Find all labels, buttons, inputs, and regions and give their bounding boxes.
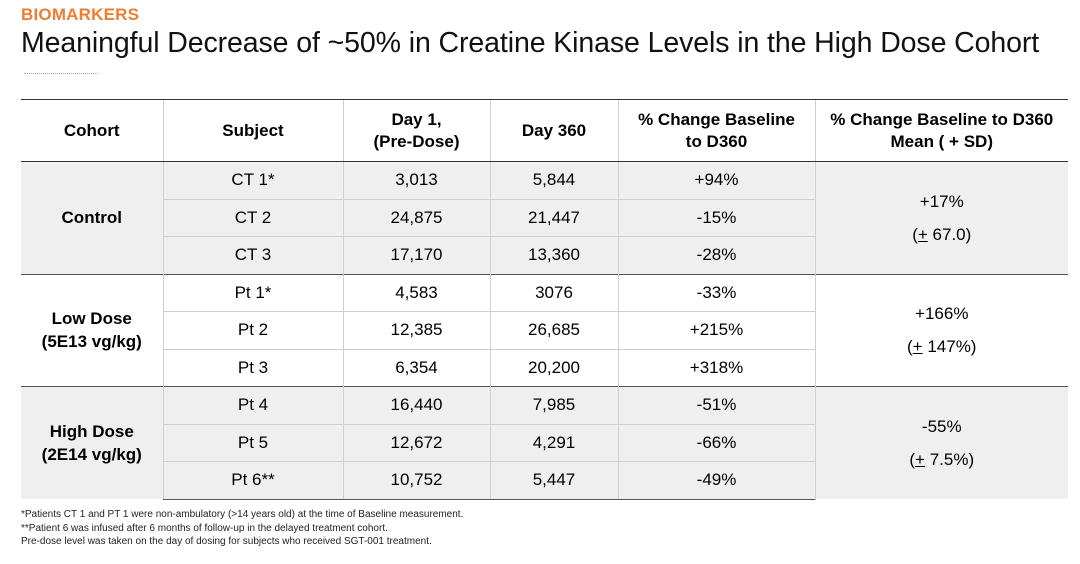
column-header-day1: Day 1, (Pre-Dose) [342,99,490,162]
day360-cell: 26,685 [489,311,618,349]
divider [24,73,98,74]
mean-change-cell: +17% (+ 67.0) [814,161,1069,274]
sd-value: 7.5%) [924,450,975,469]
section-kicker: BIOMARKERS [21,5,140,24]
sd-plus-minus-sign: + [912,337,923,357]
table-body: Control CT 1* 3,013 5,844 +94% +17% (+ 67.0) CT… [21,161,1068,500]
day1-cell: 6,354 [342,348,490,387]
table-row: Control CT 1* 3,013 5,844 +94% +17% (+ 67.0) [21,161,1068,274]
subject-cell: CT 3 [162,236,343,274]
percent-change-cell: -51% [617,386,815,424]
percent-change-cell: -66% [617,423,815,462]
sd-open-paren: ( [909,450,916,469]
footnote-pre-dose: Pre-dose level was taken on the day of d… [21,536,432,547]
table-row: CT 2 24,875 21,447 -15% [21,198,1068,237]
column-header-subject: Subject [162,99,343,162]
cohort-cell-control: Control [21,161,163,274]
percent-change-cell: -49% [617,461,815,500]
day360-cell: 13,360 [489,236,618,274]
sd-open-paren: ( [907,337,913,357]
percent-change-cell: +94% [617,161,815,199]
percent-change-cell: -28% [617,236,815,274]
day360-cell: 7,985 [489,386,618,424]
footnote-non-ambulatory: *Patients CT 1 and PT 1 were non-ambulat… [21,509,464,520]
mean-value: -55% [921,417,962,436]
subject-cell: Pt 6** [162,461,343,500]
subject-cell: Pt 3 [162,348,343,387]
cohort-cell-high-dose: High Dose (2E14 vg/kg) [21,386,163,499]
table-row: Pt 5 12,672 4,291 -66% [21,423,1068,462]
percent-change-cell: +215% [617,311,815,349]
standard-deviation: (+ 7.5%) [816,443,1069,476]
column-header-mean-change: % Change Baseline to D360 Mean ( + SD) [814,99,1068,162]
day1-cell: 17,170 [342,236,490,274]
day360-cell: 3076 [489,273,618,312]
biomarker-table: Cohort Subject Day 1, (Pre-Dose) Day 360 … [21,99,1068,500]
column-header-cohort: Cohort [21,99,163,162]
sd-value: 67.0) [927,224,972,244]
table-header-row: Cohort Subject Day 1, (Pre-Dose) Day 360 … [21,99,1068,162]
mean-value: +166% [915,304,969,324]
percent-change-cell: -15% [617,198,815,237]
page-title: Meaningful Decrease of ~50% in Creatine … [21,27,1040,59]
table-row: Pt 6** 10,752 5,447 -49% [21,461,1068,500]
day1-cell: 12,385 [342,311,490,349]
day360-cell: 20,200 [489,348,618,387]
day1-cell: 4,583 [342,273,490,312]
table-row: High Dose (2E14 vg/kg) Pt 4 16,440 7,985 -51%… [21,386,1068,499]
day1-cell: 3,013 [342,161,490,199]
mean-value: +17% [919,191,964,211]
day1-cell: 12,672 [342,423,490,462]
mean-change-cell: -55% (+ 7.5%) [814,386,1069,499]
sd-plus-minus-sign: + [917,224,928,244]
table-row: Pt 3 6,354 20,200 +318% [21,348,1068,387]
standard-deviation: (+ 147%) [816,330,1069,363]
sd-value: 147%) [922,337,977,357]
table-row: Low Dose (5E13 vg/kg) Pt 1* 4,583 3076 -33% +1… [21,273,1068,387]
sd-plus-minus-sign: + [915,450,925,469]
day360-cell: 5,447 [489,461,618,500]
subject-cell: Pt 4 [162,386,343,424]
footnotes: *Patients CT 1 and PT 1 were non-ambulat… [21,508,463,549]
day1-cell: 10,752 [342,461,490,500]
subject-cell: Pt 5 [162,423,343,462]
sd-open-paren: ( [912,224,918,244]
day1-cell: 16,440 [342,386,490,424]
table-row: CT 3 17,170 13,360 -28% [21,236,1068,274]
subject-cell: CT 1* [162,161,343,199]
percent-change-cell: +318% [617,348,815,387]
table-row: Pt 2 12,385 26,685 +215% [21,311,1068,349]
day1-cell: 24,875 [342,198,490,237]
day360-cell: 4,291 [489,423,618,462]
column-header-day360: Day 360 [489,99,618,162]
footnote-delayed-treatment: **Patient 6 was infused after 6 months o… [21,522,388,534]
subject-cell: CT 2 [162,198,343,237]
day360-cell: 5,844 [489,161,618,199]
subject-cell: Pt 2 [162,311,343,349]
percent-change-cell: -33% [617,273,815,312]
column-header-percent-change: % Change Baseline to D360 [617,99,815,162]
mean-change-cell: +166% (+ 147%) [814,273,1069,387]
day360-cell: 21,447 [489,198,618,237]
subject-cell: Pt 1* [162,273,343,312]
cohort-cell-low-dose: Low Dose (5E13 vg/kg) [21,273,163,387]
standard-deviation: (+ 67.0) [816,218,1069,251]
